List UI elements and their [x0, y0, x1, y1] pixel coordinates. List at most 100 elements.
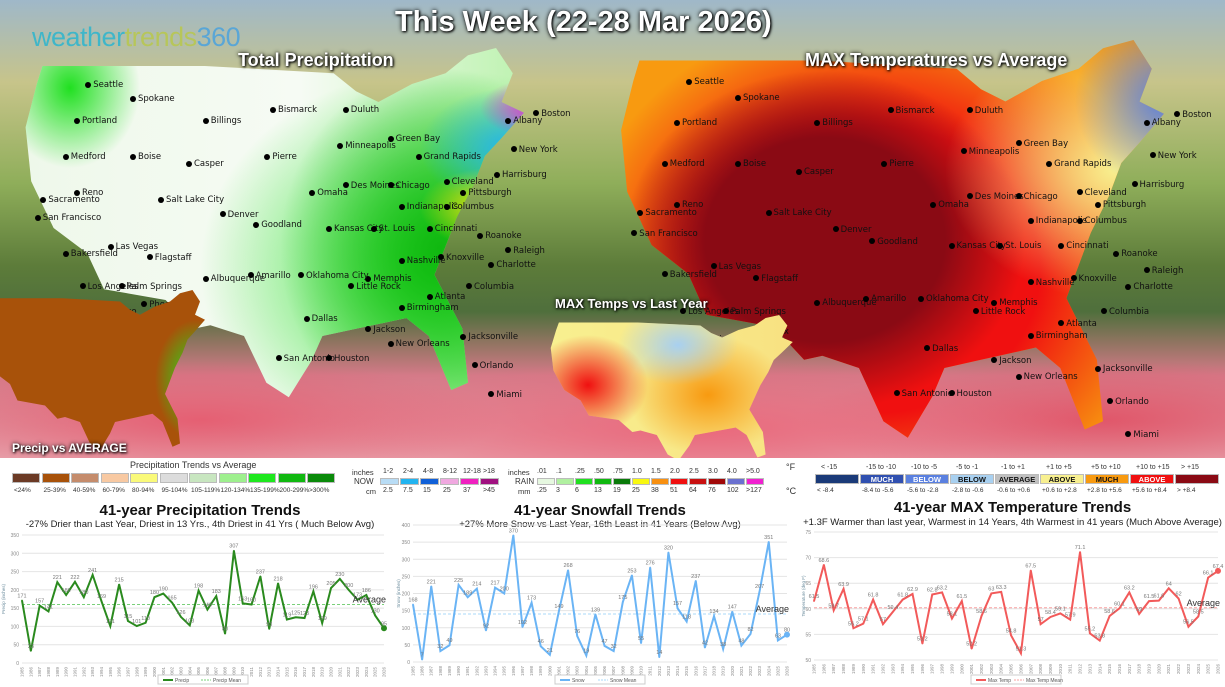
y-tick-label: 300	[402, 557, 411, 563]
data-label: 42	[702, 641, 708, 647]
data-label: 62.9	[907, 587, 918, 593]
x-tick-label: 2004	[584, 666, 589, 677]
max-temp-trend-chart: 50 55 60 65 70 75 1985 1986 1987 1988 1989 1990 1991…	[801, 530, 1223, 685]
data-point	[862, 622, 865, 625]
x-tick-label: 2022	[748, 666, 753, 677]
data-point	[83, 596, 85, 598]
data-label: 123	[300, 611, 309, 617]
average-annotation: Average	[1187, 598, 1220, 608]
data-label: 57	[1038, 617, 1044, 623]
temp-city-label: Reno	[674, 200, 703, 210]
temp-f: +10 to +15	[1136, 464, 1170, 471]
data-label: 57	[880, 617, 886, 623]
data-point	[485, 629, 487, 632]
data-label: 57.9	[1065, 613, 1076, 619]
temp-city-label: Birmingham	[1028, 331, 1088, 341]
x-tick-label: 2025	[373, 667, 378, 678]
max-temps-vs-last-year-title: MAX Temps vs Last Year	[555, 296, 708, 311]
temp-city-label: Green Bay	[1016, 139, 1069, 149]
rain-swatch	[556, 478, 574, 485]
data-label: 61.5	[1144, 594, 1155, 600]
data-point	[118, 583, 120, 586]
precip-city-label: Atlanta	[427, 292, 466, 302]
data-point	[980, 615, 983, 617]
unit-c: °C	[786, 486, 797, 496]
x-tick-label: 2022	[1176, 664, 1181, 675]
data-point	[631, 574, 633, 577]
precip-city-label: Salt Lake City	[158, 195, 224, 205]
legend-swatch	[218, 473, 247, 483]
temp-city-label: Dallas	[924, 344, 958, 354]
x-tick-label: 2023	[355, 667, 360, 678]
precip-city-label: Harrisburg	[494, 170, 547, 180]
rain-swatch	[575, 478, 593, 485]
x-tick-label: 1991	[465, 666, 470, 677]
data-point	[970, 647, 973, 650]
temp-city-label: Pierre	[881, 159, 913, 169]
data-label: 58.1	[947, 612, 958, 618]
x-tick-label: 2002	[170, 667, 175, 678]
x-tick-label: 2026	[1216, 664, 1221, 675]
legend-swatch	[71, 473, 99, 483]
x-tick-label: 2011	[1068, 664, 1073, 674]
x-tick-label: 2024	[766, 666, 771, 677]
data-label: 196	[309, 584, 318, 590]
average-annotation: Average	[756, 604, 789, 614]
legend-series-label: Max Temp	[988, 678, 1011, 684]
precip-city-label: Green Bay	[388, 134, 441, 144]
temp-city-label: Seattle	[686, 77, 724, 87]
precip-city-label: Spokane	[130, 94, 175, 104]
temp-c: +2.8 to +5.6	[1087, 487, 1122, 494]
x-tick-label: 2019	[1147, 664, 1152, 675]
x-tick-label: 2023	[1186, 664, 1191, 675]
data-label: 186	[362, 588, 371, 594]
legend-mean-label: Precip Mean	[213, 678, 241, 684]
data-point	[476, 587, 478, 590]
data-label: 130	[371, 608, 380, 614]
data-point	[911, 593, 914, 595]
data-point	[667, 551, 670, 554]
data-point	[303, 617, 306, 619]
x-tick-label: 2016	[693, 666, 698, 677]
rain-mm: 3	[556, 487, 560, 494]
x-tick-label: 2000	[152, 667, 157, 678]
temp-city-label: Las Vegas	[711, 262, 762, 272]
data-point	[612, 650, 615, 652]
temp-city-label: Knoxville	[1071, 274, 1117, 284]
x-tick-label: 2012	[258, 667, 263, 678]
temp-city-label: Amarillo	[863, 294, 906, 304]
precip-city-label: Palm Springs	[119, 282, 182, 292]
data-point	[852, 627, 855, 630]
data-point	[1215, 567, 1221, 574]
max-temperature-title: MAX Temperatures vs Average	[805, 50, 1068, 70]
precip-city-label: Sacramento	[40, 195, 99, 205]
data-label: 218	[273, 576, 282, 582]
x-tick-label: 1994	[493, 666, 498, 677]
precip-city-label: Goodland	[253, 220, 302, 230]
data-point	[330, 587, 332, 589]
temp-swatch: BELOW	[905, 474, 949, 484]
temp-city-label: Albuquerque	[814, 298, 876, 308]
data-point	[109, 625, 112, 627]
precip-city-label: Pittsburgh	[460, 188, 511, 198]
data-point	[127, 620, 129, 622]
x-tick-label: 2010	[1058, 664, 1063, 675]
x-tick-label: 1990	[861, 664, 866, 675]
x-tick-label: 2006	[205, 667, 210, 678]
data-point	[21, 599, 23, 602]
x-tick-label: 2024	[364, 667, 369, 678]
data-label: 110	[141, 616, 150, 622]
y-tick-label: 55	[805, 632, 811, 638]
data-point	[448, 644, 451, 647]
data-label: 221	[53, 575, 62, 581]
snow-swatch	[420, 478, 439, 485]
precip-city-label: Billings	[203, 116, 242, 126]
data-label: 66.1	[1203, 571, 1214, 577]
precip-city-label: Omaha	[309, 188, 348, 198]
temp-city-label: Pittsburgh	[1095, 200, 1146, 210]
x-tick-label: 2017	[702, 666, 707, 677]
data-point	[784, 631, 790, 638]
data-point	[539, 645, 542, 648]
temp-city-label: Raleigh	[1144, 266, 1184, 276]
precip-city-label: Portland	[74, 116, 117, 126]
